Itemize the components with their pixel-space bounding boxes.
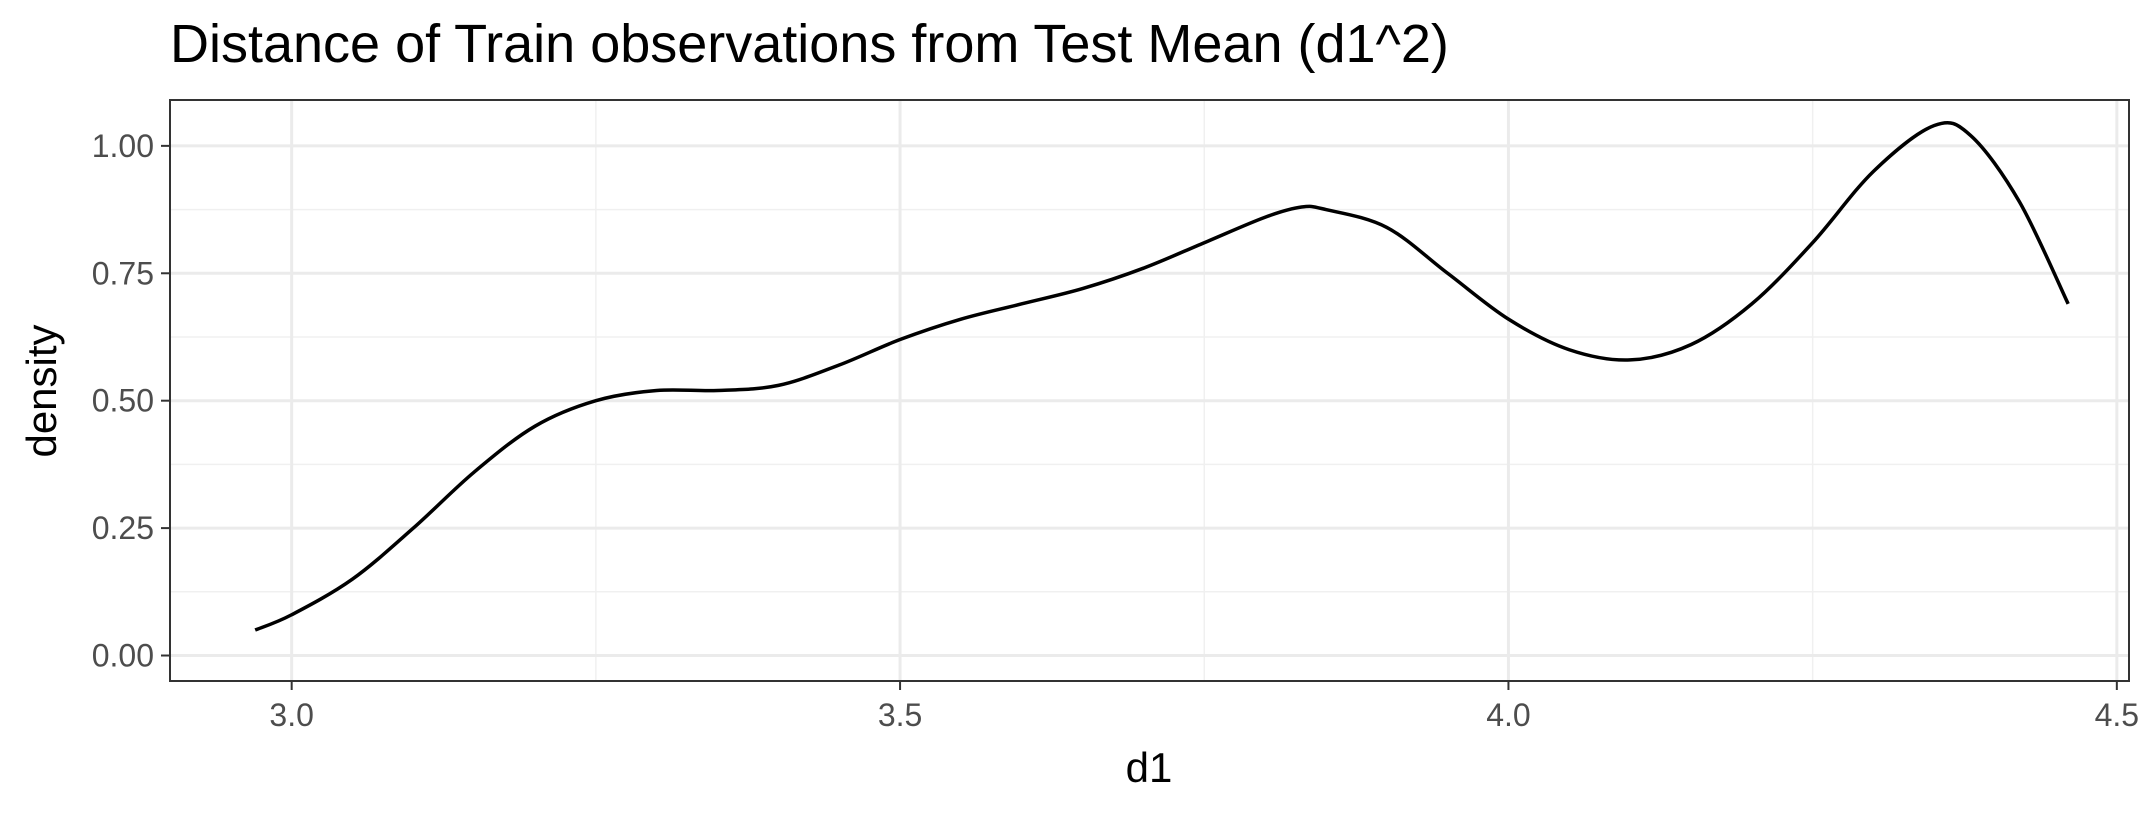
x-axis-title: d1 (1126, 744, 1173, 791)
x-tick-label: 3.5 (878, 697, 922, 733)
y-tick-label: 1.00 (92, 128, 154, 164)
x-tick-label: 3.0 (269, 697, 313, 733)
major-gridlines-x (290, 100, 2119, 681)
y-axis-ticks: 0.00 0.25 0.50 0.75 1.00 (92, 128, 170, 674)
x-tick-label: 4.5 (2095, 697, 2139, 733)
plot-frame (169, 99, 2130, 682)
y-tick-label: 0.50 (92, 383, 154, 419)
y-tick-label: 0.75 (92, 255, 154, 291)
chart-title: Distance of Train observations from Test… (170, 14, 1449, 74)
minor-gridlines-x (595, 100, 1814, 681)
series-layer (254, 120, 2070, 632)
major-gridlines-y (170, 144, 2129, 658)
minor-gridlines-y (170, 208, 2129, 593)
y-tick-label: 0.00 (92, 638, 154, 674)
density-line (254, 120, 2070, 632)
x-axis-ticks: 3.0 3.5 4.0 4.5 (269, 681, 2139, 733)
y-tick-label: 0.25 (92, 510, 154, 546)
y-axis-title: density (18, 324, 65, 457)
x-tick-label: 4.0 (1486, 697, 1530, 733)
